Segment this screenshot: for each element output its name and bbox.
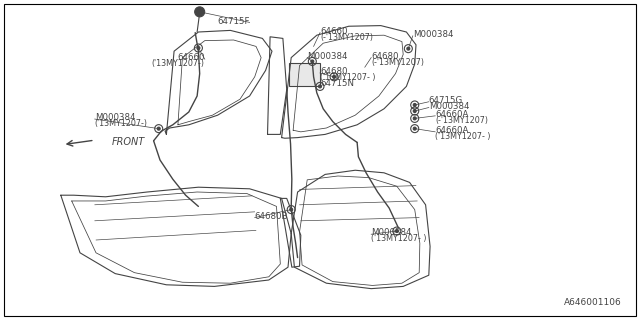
Text: 64660: 64660 [320, 27, 348, 36]
Text: 64715F: 64715F [217, 17, 250, 26]
Circle shape [396, 229, 398, 233]
Circle shape [413, 127, 416, 130]
Text: M000384: M000384 [413, 30, 453, 39]
Text: ('13MY1207- ): ('13MY1207- ) [435, 132, 491, 141]
Text: M000384: M000384 [307, 52, 348, 61]
Circle shape [407, 47, 410, 50]
Circle shape [311, 60, 314, 63]
Text: 64660A: 64660A [435, 126, 468, 135]
Circle shape [413, 109, 416, 113]
Text: A646001106: A646001106 [564, 298, 622, 307]
Text: ('13MY1207-): ('13MY1207-) [95, 119, 148, 128]
Circle shape [290, 208, 292, 211]
Circle shape [195, 7, 205, 17]
Circle shape [197, 46, 200, 50]
Text: ('13MY1207-): ('13MY1207-) [152, 59, 205, 68]
Bar [289, 63, 320, 86]
Text: 64660: 64660 [177, 53, 205, 62]
Text: ('13MY1207- ): ('13MY1207- ) [320, 73, 376, 82]
Text: (-'13MY1207): (-'13MY1207) [371, 58, 424, 67]
Text: 64680B: 64680B [255, 212, 288, 221]
Text: M000384: M000384 [429, 102, 469, 111]
Text: 64715N: 64715N [320, 79, 354, 88]
Text: 64660A: 64660A [435, 110, 468, 119]
Text: 64680: 64680 [371, 52, 399, 61]
Text: 64715G: 64715G [429, 96, 463, 105]
Text: (-'13MY1207): (-'13MY1207) [320, 33, 373, 42]
Text: ('13MY1207- ): ('13MY1207- ) [371, 234, 427, 243]
Text: 64680: 64680 [320, 67, 348, 76]
Text: (-'13MY1207): (-'13MY1207) [435, 116, 488, 125]
Circle shape [413, 103, 416, 107]
Circle shape [157, 127, 160, 130]
Text: M000384: M000384 [95, 113, 135, 122]
Circle shape [333, 75, 335, 78]
Circle shape [413, 117, 416, 120]
Circle shape [319, 85, 321, 88]
Text: M000384: M000384 [371, 228, 412, 237]
Text: FRONT: FRONT [112, 137, 145, 148]
